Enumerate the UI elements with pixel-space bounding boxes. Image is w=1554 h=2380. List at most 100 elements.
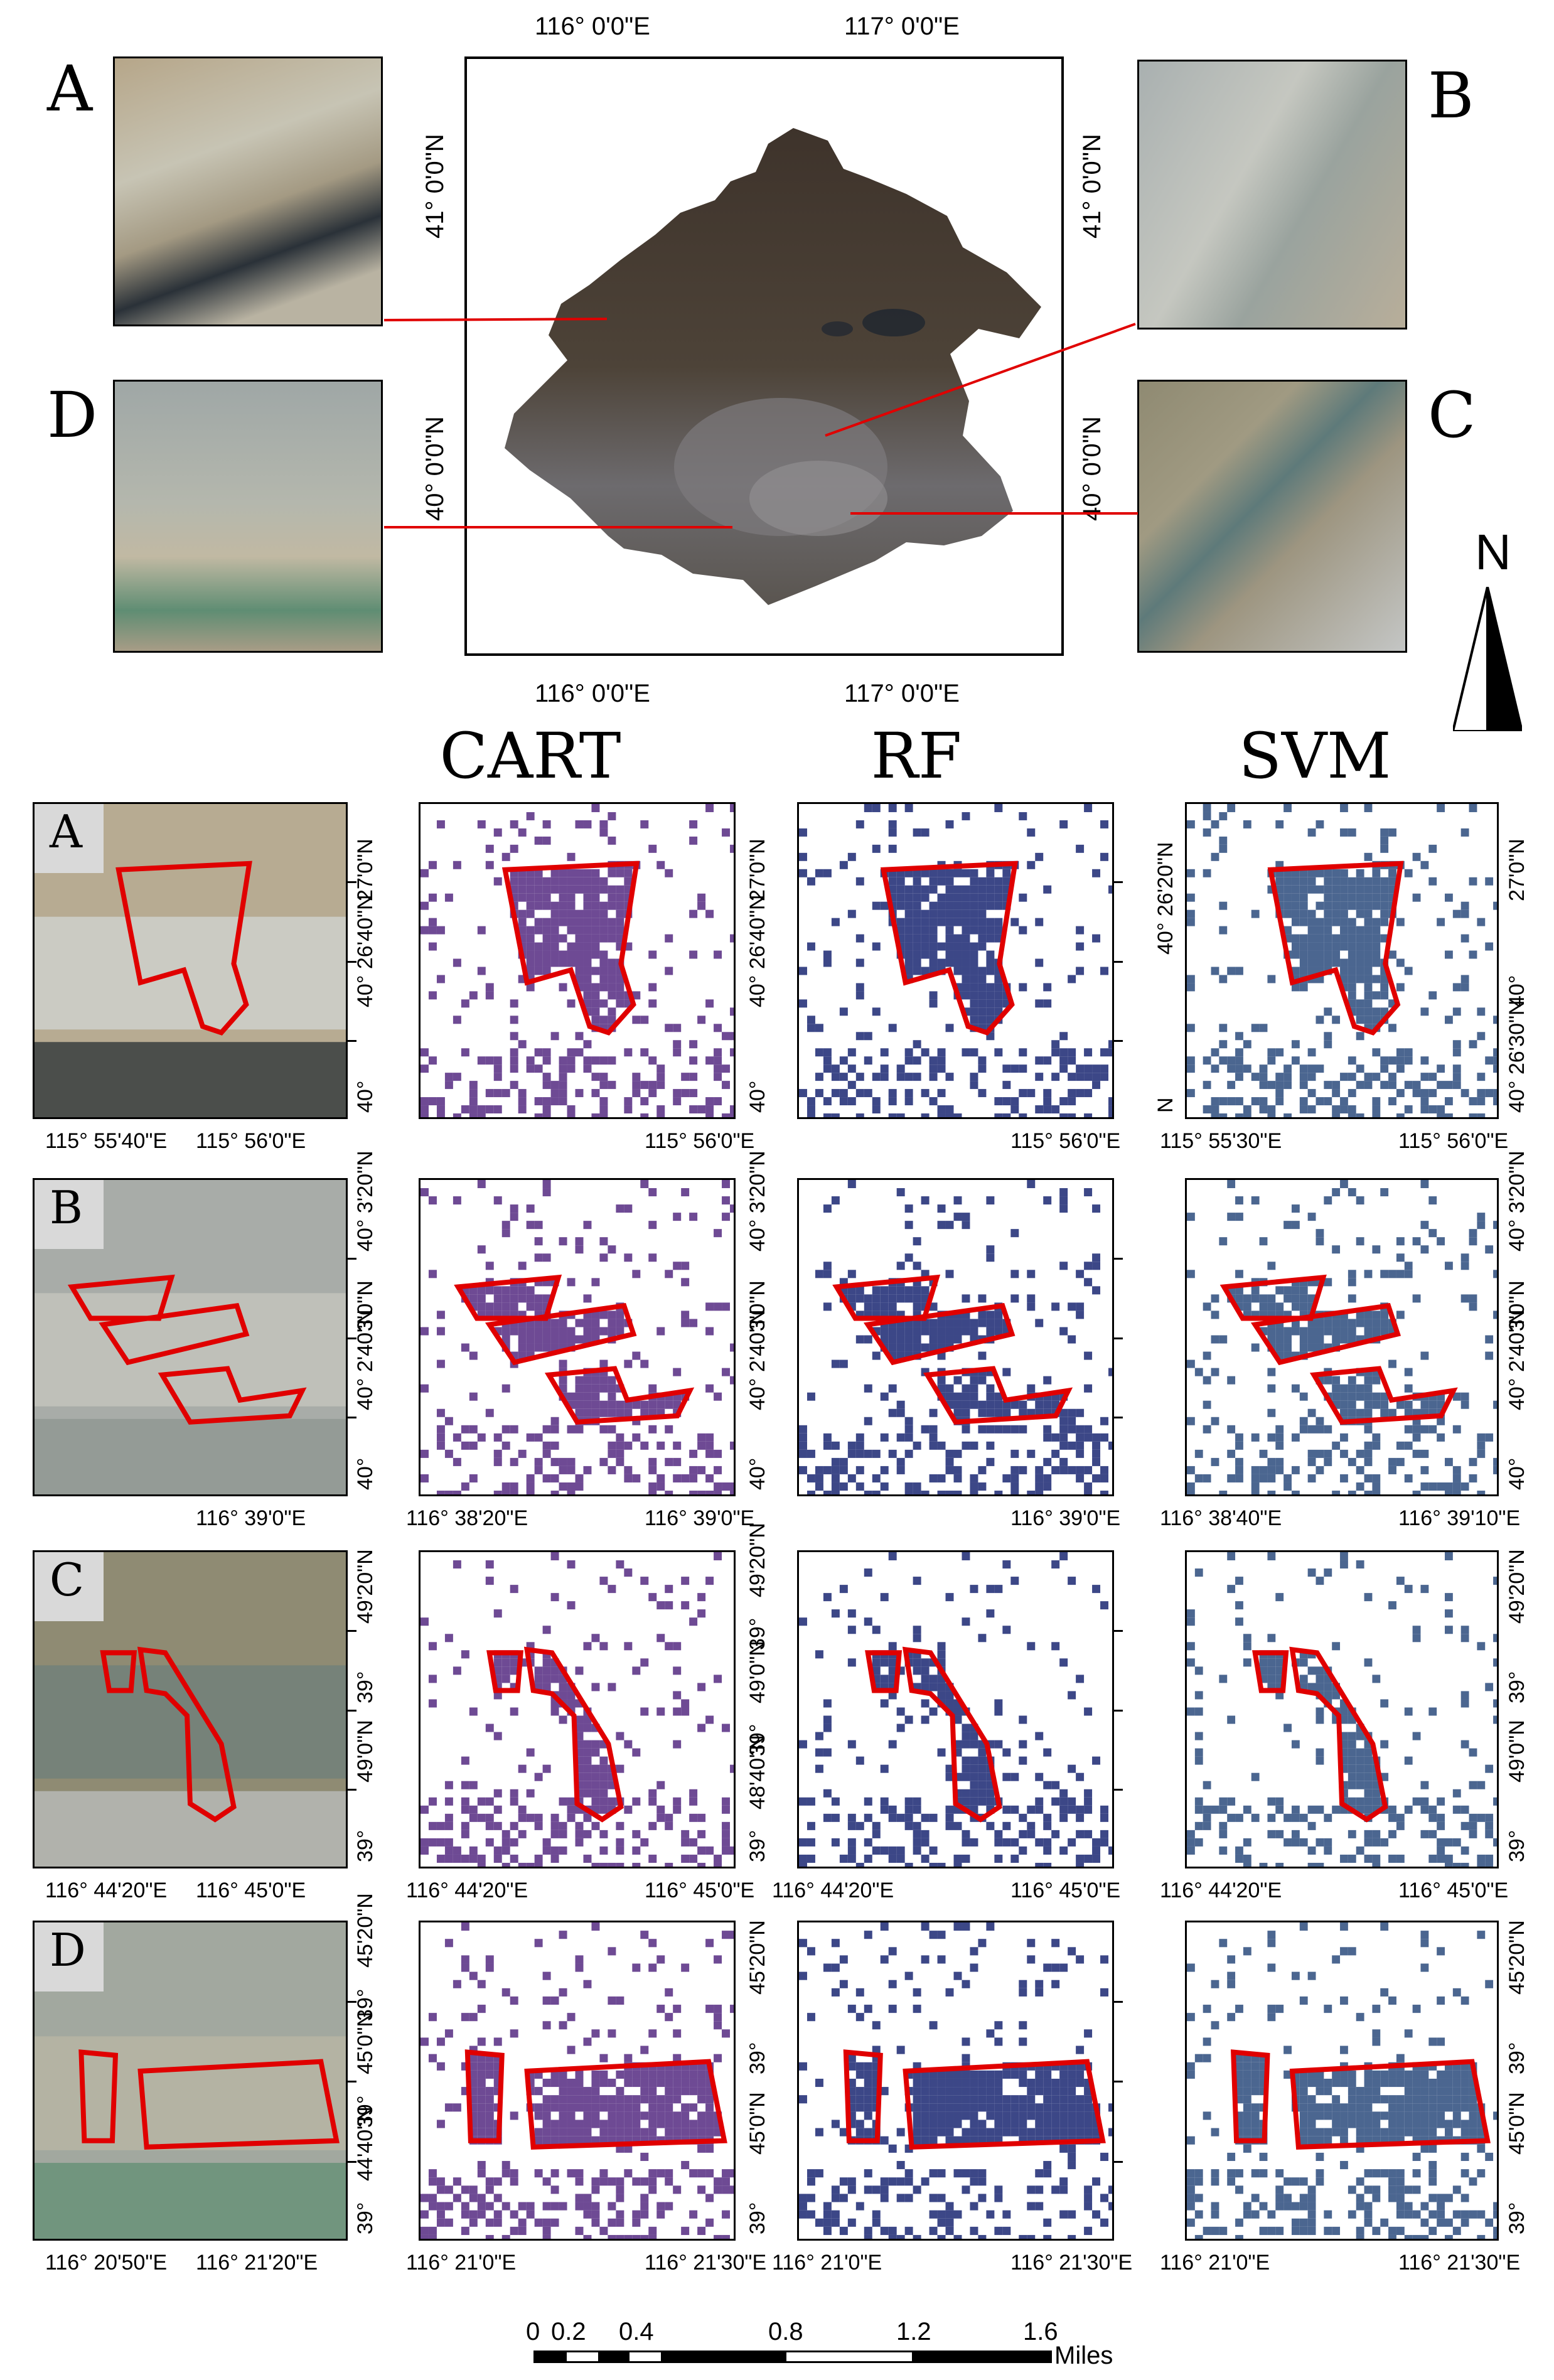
classification-map [421,1922,734,2239]
coord-label-bottom-image_bottom-0: 116° 20'50"E [45,2251,168,2275]
overview-left-lat-label-1: 41° 0'0"N [421,134,449,239]
axis-tick [348,2081,356,2082]
coord-label-bottom-rf_bottom-0: 116° 44'20"E [772,1879,894,1902]
coord-label-bottom-rf_bottom-1: 116° 21'30"E [1010,2251,1133,2275]
satellite-image [35,1552,346,1867]
coord-label-bottom-rf_bottom-0: 116° 21'0"E [772,2251,882,2275]
coord-label-bottom-svm_bottom-1: 116° 45'0"E [1398,1879,1509,1902]
inset-image-d [113,380,383,653]
coord-label-bottom-cart_bottom-1: 116° 21'30"E [645,2251,767,2275]
site-letter-a: A [47,52,93,126]
classification-map [1187,804,1497,1117]
coord-label-bottom-cart_bottom-1: 116° 39'0"E [645,1506,755,1530]
classification-map [799,1552,1112,1867]
panel-c-cart [419,1550,736,1868]
coord-label-vertical-rf_left-3: 39° [746,2202,769,2234]
axis-tick [1114,1789,1123,1791]
site-boundary-outline [501,860,640,1036]
axis-tick [348,881,356,883]
site-boundary-outline [902,1646,1002,1823]
site-boundary-outline [524,2059,727,2150]
coord-label-bottom-image_bottom-1: 115° 56'0"E [196,1129,306,1153]
classification-map [1187,1922,1497,2239]
coord-label-vertical-svm_right-3: 39° [1505,2202,1529,2234]
coord-label-vertical-rf_left-4: 48'40"N [746,1735,769,1809]
axis-tick [348,2001,356,2003]
site-boundary-outline [843,2049,883,2143]
site-letter-c: C [1428,378,1476,452]
panel-tag-letter: C [50,1553,85,1606]
coord-label-bottom-image_bottom-0: 115° 55'40"E [45,1129,168,1153]
site-boundary-outline [464,2049,505,2143]
classification-map [799,1922,1112,2239]
site-letter-d: D [47,378,98,452]
inset-image-b [1137,60,1407,330]
coord-label-vertical-svm_left-0: 40° 26'20"N [1154,842,1177,955]
scale-tick-label-0: 0 [526,2318,540,2345]
overview-bottom-lon-label-1: 116° 0'0"E [535,680,650,707]
axis-tick [348,1789,356,1791]
column-heading-rf: RF [871,719,962,793]
coord-label-vertical-svm_right-3: 39° [1505,1830,1529,1862]
axis-tick [1114,2161,1123,2163]
site-boundary-outline [903,2059,1106,2150]
panel-b-svm [1185,1178,1499,1496]
coord-label-vertical-svm_right-0: 40° 3'20"N [1505,1150,1529,1252]
panel-tag-letter: A [50,805,82,858]
site-boundary-outline [1267,860,1404,1036]
coord-label-vertical-rf_left-0: 49'20"N [746,1523,769,1597]
axis-tick [348,1040,356,1042]
coord-label-vertical-rf_left-2: 49'0"N [746,1641,769,1703]
inset-image-c [1137,380,1407,653]
coord-label-bottom-svm_bottom-1: 116° 39'10"E [1398,1506,1521,1530]
scale-tick-label-0-4: 0.4 [619,2318,654,2345]
panel-tag-a: A [35,804,104,873]
axis-tick [348,961,356,963]
coord-label-vertical-svm_right-1: 39° [1505,2042,1529,2074]
site-boundary-outline [863,1302,1015,1366]
site-boundary-outline [486,1650,524,1693]
coord-label-vertical-svm_right-0: 45'20"N [1505,1920,1529,1995]
scale-tick-label-1-2: 1.2 [896,2318,931,2345]
overview-right-lat-label-2: 40° 0'0"N [1078,416,1106,521]
coord-label-bottom-cart_bottom-0: 116° 21'0"E [406,2251,517,2275]
axis-tick [348,1630,356,1632]
coord-label-vertical-image_right-4: 44'40"N [353,2106,377,2181]
classification-map [1187,1180,1497,1494]
coord-label-bottom-cart_bottom-0: 115° 56'0"E [645,1129,755,1153]
coord-label-bottom-svm_bottom-1: 115° 56'0"E [1398,1129,1509,1153]
panel-d-cart [419,1921,736,2241]
axis-tick [1114,1630,1123,1632]
site-boundary-outline [1250,1302,1401,1366]
coord-label-bottom-rf_bottom-0: 115° 56'0"E [1010,1129,1121,1153]
coord-label-bottom-cart_bottom-1: 116° 45'0"E [645,1879,755,1902]
coord-label-vertical-image_right-0: 27'0"N [353,839,377,901]
panel-a-cart [419,802,736,1119]
coord-label-vertical-rf_left-5: 39° [746,1830,769,1862]
panel-a-image: A [33,802,348,1119]
coord-label-vertical-rf_left-2: 40° 2'40"N [746,1309,769,1410]
classification-map [421,1180,734,1494]
site-boundary-outline [880,860,1019,1036]
panel-b-cart [419,1178,736,1496]
site-boundary-outline [923,1366,1073,1425]
coord-label-vertical-rf_left-0: 40° 3'20"N [746,1150,769,1252]
site-boundary-outline [523,1646,624,1823]
beijing-region-image [505,128,1041,605]
coord-label-bottom-image_bottom-1: 116° 45'0"E [196,1879,306,1902]
coord-label-vertical-svm_left-1: N [1154,1097,1177,1113]
overview-left-lat-label-2: 40° 0'0"N [421,416,449,521]
axis-tick [348,1710,356,1712]
panel-a-rf [797,802,1114,1119]
coord-label-bottom-svm_bottom-0: 116° 38'40"E [1160,1506,1282,1530]
coord-label-vertical-rf_left-0: 27'0"N [746,839,769,901]
panel-d-rf [797,1921,1114,2241]
coord-label-vertical-svm_right-2: 40° 2'40"N [1505,1309,1529,1410]
axis-tick [348,2161,356,2163]
site-boundary-outline [1309,1366,1458,1425]
site-letter-b: B [1428,59,1474,132]
overview-top-lon-label-2: 117° 0'0"E [844,13,960,40]
site-boundary-outline [1289,2059,1491,2150]
coord-label-vertical-image_right-2: 49'0"N [353,1720,377,1782]
coord-label-vertical-image_right-2: 45'0"N [353,2012,377,2074]
